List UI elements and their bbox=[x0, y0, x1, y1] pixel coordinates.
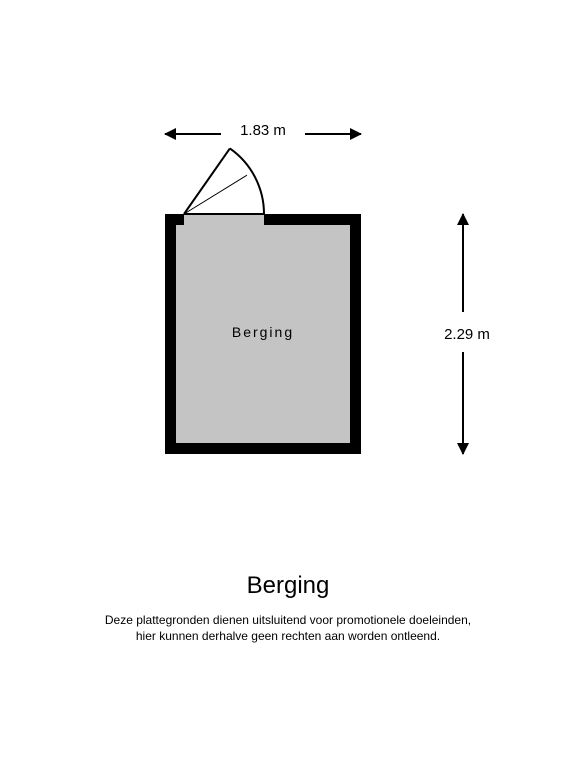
floorplan-title: Berging bbox=[0, 572, 576, 600]
height-arrow-top bbox=[462, 214, 464, 312]
room: Berging bbox=[165, 214, 361, 454]
floorplan-canvas: 1.83 m 2.29 m Berging Berging Deze platt… bbox=[0, 0, 576, 768]
room-walls: Berging bbox=[165, 214, 361, 454]
room-label: Berging bbox=[165, 324, 361, 340]
door-swing bbox=[184, 134, 268, 218]
disclaimer-line-2: hier kunnen derhalve geen rechten aan wo… bbox=[136, 629, 440, 643]
height-dimension-label: 2.29 m bbox=[427, 326, 507, 343]
width-arrow-right bbox=[305, 133, 361, 135]
height-arrow-bottom bbox=[462, 352, 464, 454]
disclaimer-line-1: Deze plattegronden dienen uitsluitend vo… bbox=[105, 613, 471, 627]
disclaimer-text: Deze plattegronden dienen uitsluitend vo… bbox=[0, 612, 576, 644]
